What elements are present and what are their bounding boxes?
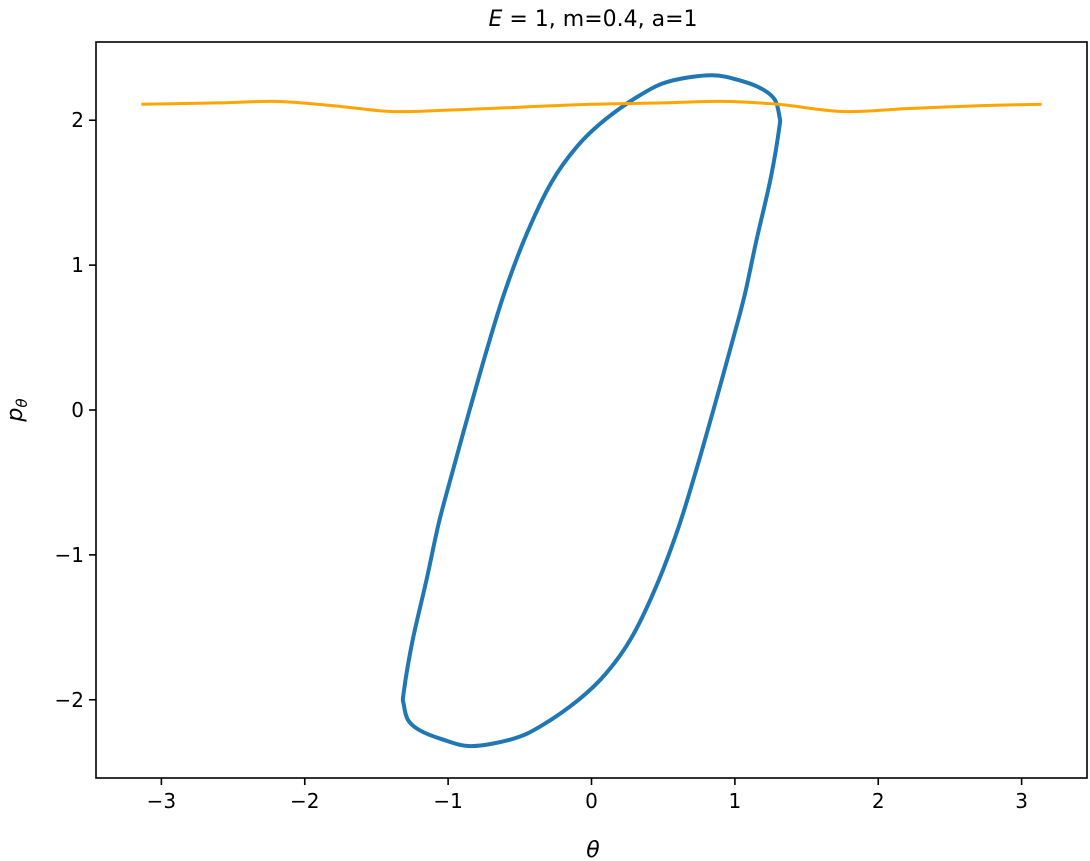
title-italic: E [488,7,502,32]
y-tick-label: −1 [55,543,84,567]
x-tick-label: 3 [1015,789,1028,813]
y-tick-label: −2 [55,688,84,712]
y-tick-label: 1 [71,253,84,277]
x-tick-label: 1 [729,789,742,813]
y-axis-label: pθ [3,398,31,422]
plot-frame [95,41,1088,779]
chart-title: E = 1, m=0.4, a=1 [488,7,697,32]
y-tick-label: 2 [71,108,84,132]
y-axis: −2 −1 0 1 2 [55,108,96,712]
series-closed-orbit-line [400,73,783,749]
y-label-base: p [3,408,28,423]
title-rest: = 1, m=0.4, a=1 [502,7,697,32]
y-label-sub: θ [13,398,31,407]
x-axis-label: θ [586,838,600,861]
x-tick-label: −1 [433,789,462,813]
x-tick-label: −3 [147,789,176,813]
series-rotating-orbit-line [141,99,1042,114]
x-tick-label: 2 [872,789,885,813]
x-tick-label: −2 [290,789,319,813]
x-axis: −3 −2 −1 0 1 2 3 [147,778,1028,813]
series-layer [141,73,1042,749]
x-tick-label: 0 [585,789,598,813]
y-tick-label: 0 [71,398,84,422]
